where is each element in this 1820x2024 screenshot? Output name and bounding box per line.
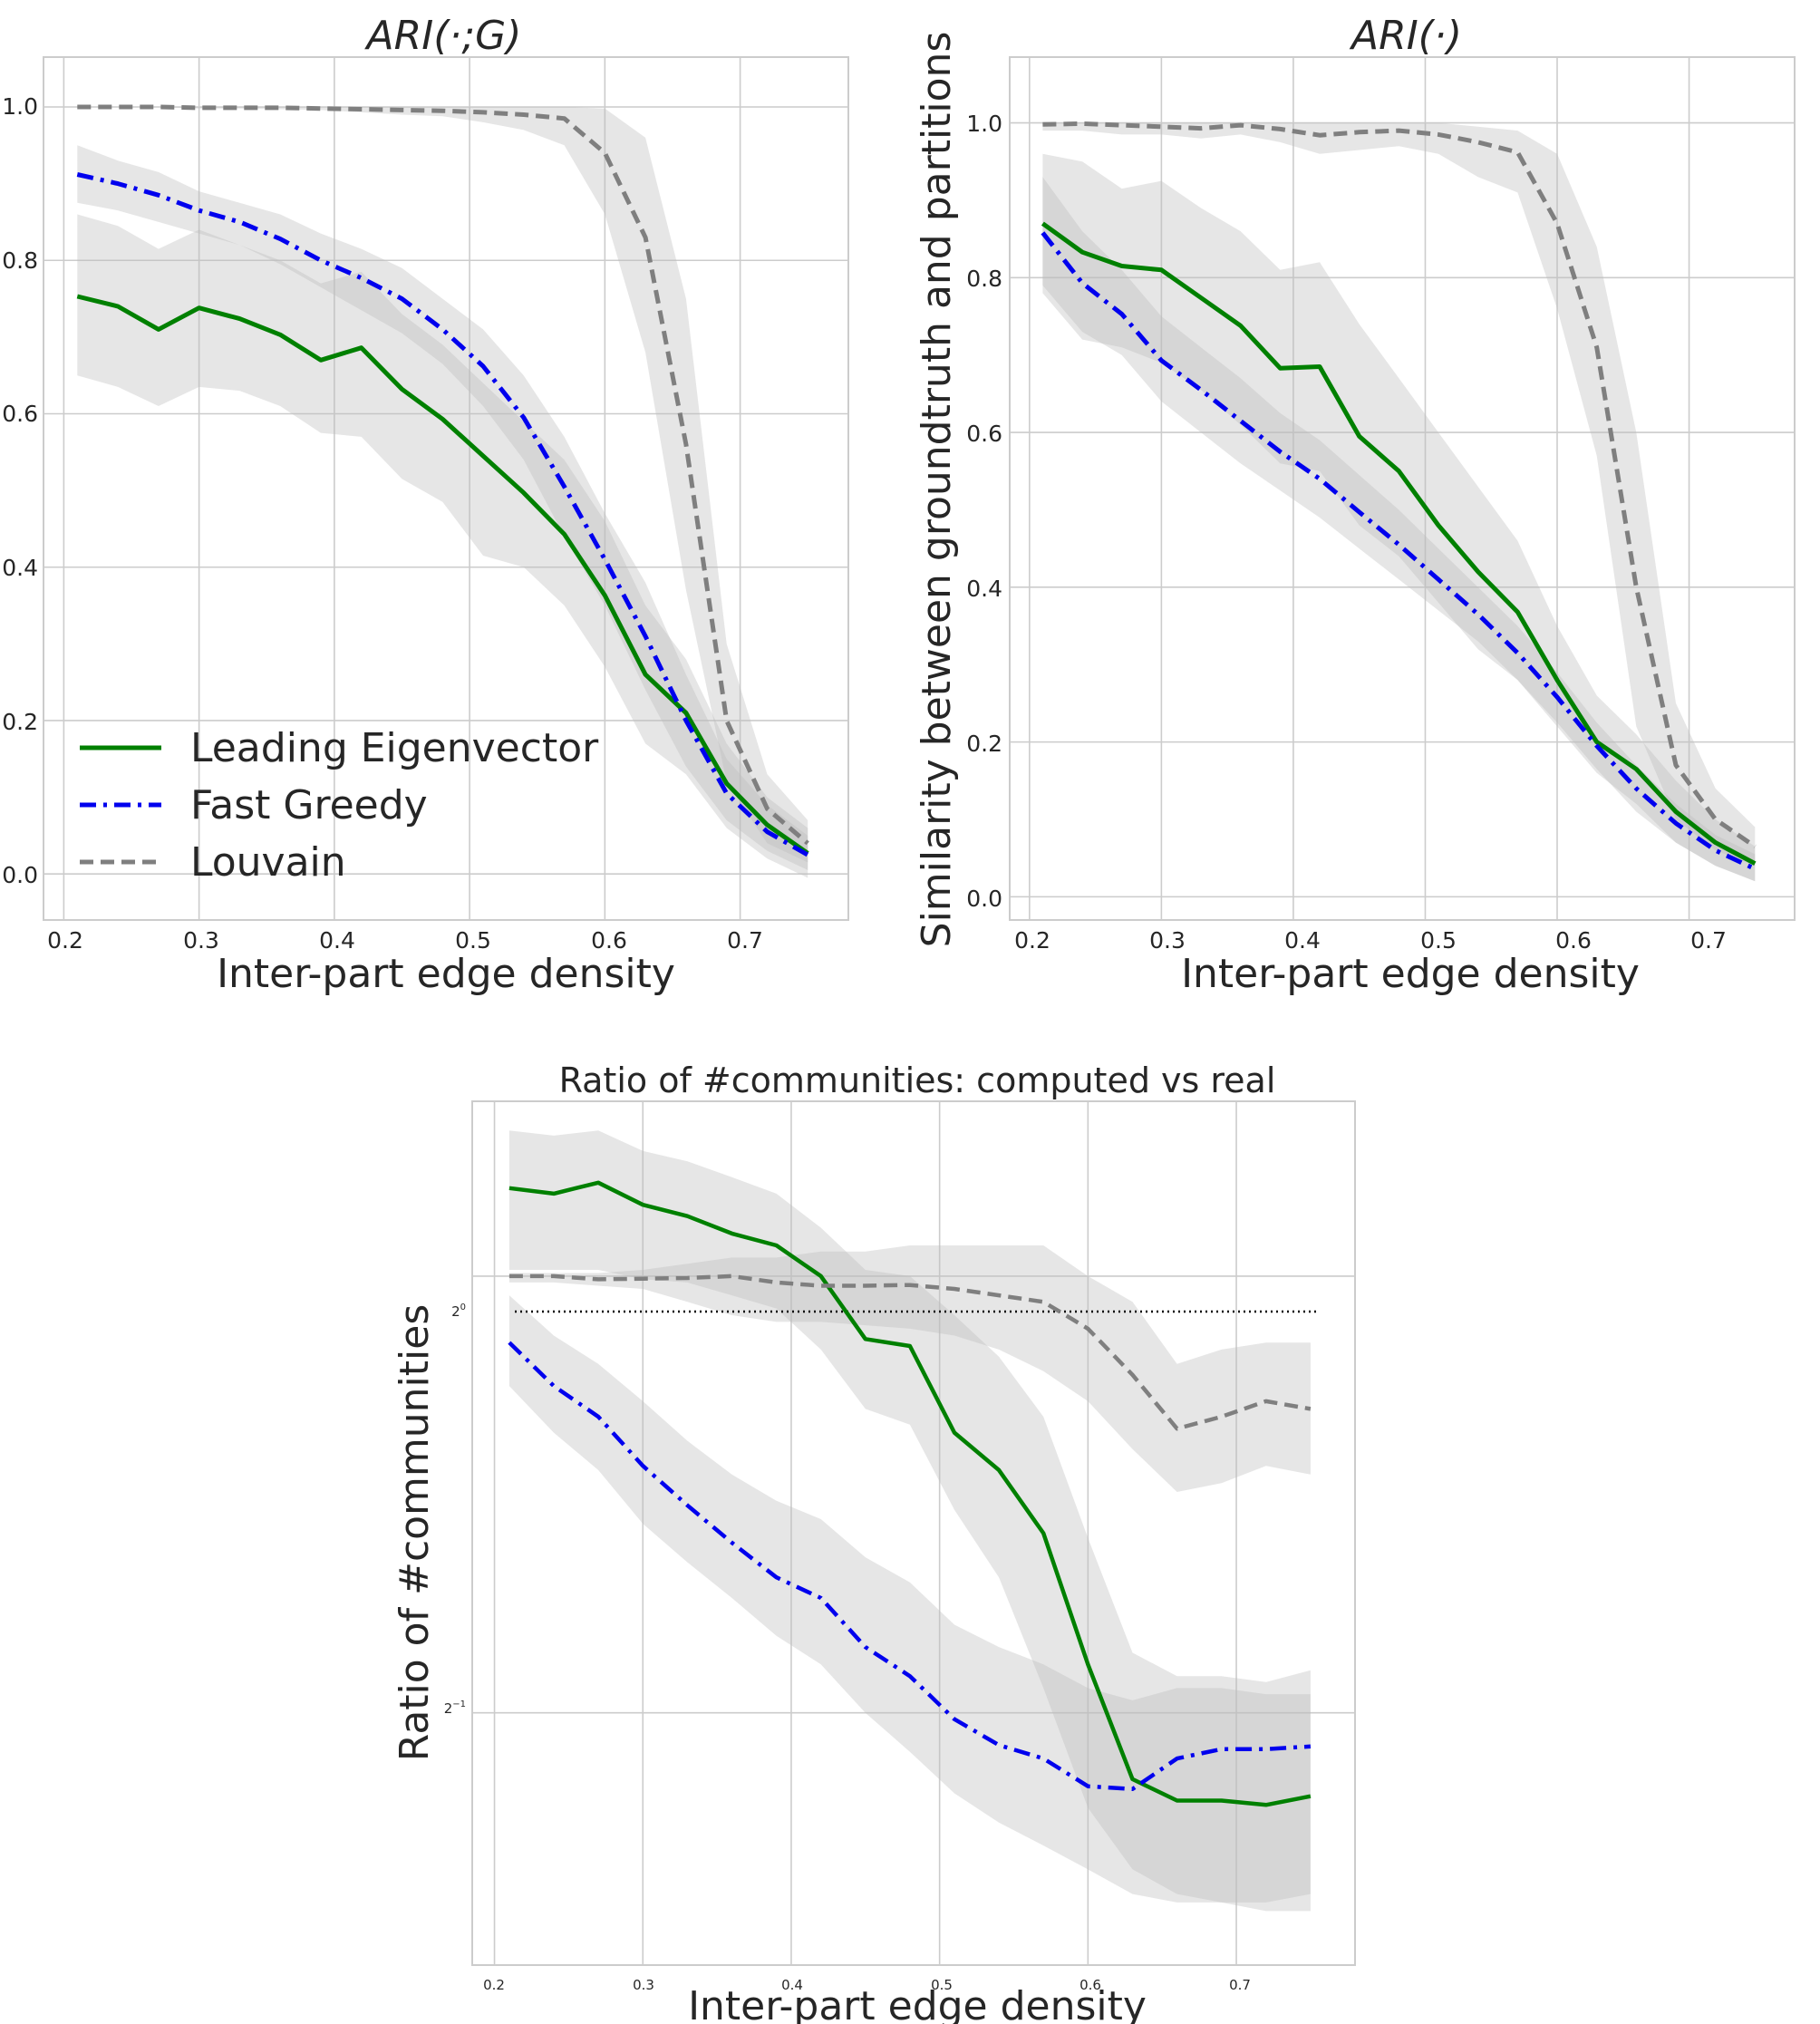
panel2-grid <box>1010 57 1795 920</box>
p2-band-fast-greedy <box>1042 177 1756 882</box>
p1-line-leading-eigenvector <box>76 294 809 856</box>
p3-ytick-2pow0: 20 <box>451 1303 466 1320</box>
panel3-grid <box>472 1101 1355 1965</box>
p1-band-fast-greedy <box>77 145 808 871</box>
legend-label-fast-greedy: Fast Greedy <box>190 782 428 828</box>
p1-xtick: 0.3 <box>183 927 219 954</box>
p1-line-louvain <box>77 104 809 846</box>
p3-xtick: 0.3 <box>633 1977 654 1993</box>
panel3-y-ticks: 20 2−1 <box>444 1303 466 1717</box>
legend: Leading Eigenvector Fast Greedy Louvain <box>80 725 599 886</box>
panel3-ylabel: Ratio of #communities <box>392 1304 438 1762</box>
p3-xtick: 0.5 <box>931 1977 953 1993</box>
panel2-bands <box>1042 122 1756 882</box>
panel2-x-ticks: 0.2 0.3 0.4 0.5 0.6 0.7 <box>1014 927 1727 954</box>
panel3-frame <box>471 1100 1356 1966</box>
p1-line-fast-greedy <box>76 172 809 857</box>
p1-ytick: 0.2 <box>2 709 38 735</box>
p1-ytick: 1.0 <box>2 93 38 120</box>
p2-line-fast-greedy <box>1041 231 1757 871</box>
panel2-xlabel: Inter-part edge density <box>1181 951 1640 997</box>
p2-ytick: 0.2 <box>966 731 1002 757</box>
p3-xtick: 0.6 <box>1079 1977 1101 1993</box>
p1-ytick: 0.4 <box>2 555 38 581</box>
p2-xtick: 0.2 <box>1014 927 1050 954</box>
panel1-frame <box>43 56 849 921</box>
panel-ari-g: ARI(·;G) 0.2 0.3 0.4 0.5 0.6 0.7 0.0 0.2… <box>2 13 849 997</box>
p1-ytick: 0.0 <box>2 862 38 888</box>
panel3-lines <box>508 1180 1312 1807</box>
p2-ytick: 0.8 <box>966 266 1002 292</box>
p3-band-leading-eigenvector <box>508 1130 1311 1903</box>
p1-ytick: 0.8 <box>2 247 38 274</box>
panel1-x-ticks: 0.2 0.3 0.4 0.5 0.6 0.7 <box>47 927 763 954</box>
p2-ytick: 0.0 <box>966 886 1002 912</box>
p2-ytick: 1.0 <box>966 111 1002 137</box>
p3-xtick: 0.7 <box>1229 1977 1251 1993</box>
panel1-bands <box>77 107 808 878</box>
p1-xtick: 0.6 <box>591 927 627 954</box>
p2-ytick: 0.4 <box>966 576 1002 602</box>
p3-band-louvain <box>508 1245 1311 1492</box>
panel2-frame <box>1009 56 1796 921</box>
panel1-xlabel: Inter-part edge density <box>217 951 675 997</box>
p1-band-louvain <box>77 107 808 863</box>
p3-ytick-exp: 0 <box>460 1303 466 1312</box>
p3-line-louvain <box>508 1273 1312 1431</box>
p1-xtick: 0.7 <box>727 927 763 954</box>
p1-xtick: 0.4 <box>319 927 355 954</box>
panel2-title: ARI(·) <box>1349 13 1462 59</box>
p3-ytick-2pow-1: 2−1 <box>444 1700 466 1717</box>
p2-ytick: 0.6 <box>966 421 1002 447</box>
panel1-title: ARI(·;G) <box>364 13 522 59</box>
legend-label-leading-eigenvector: Leading Eigenvector <box>190 725 599 771</box>
p3-xtick: 0.4 <box>781 1977 803 1993</box>
p2-line-leading-eigenvector <box>1041 221 1757 866</box>
p1-ytick: 0.6 <box>2 401 38 427</box>
p3-line-fast-greedy <box>508 1341 1312 1792</box>
panel1-y-ticks: 0.0 0.2 0.4 0.6 0.8 1.0 <box>2 93 38 888</box>
panel-ari: ARI(·) 0.2 0.3 0.4 0.5 0.6 0.7 0.0 0.2 0… <box>914 13 1796 997</box>
panel3-bands <box>508 1130 1311 1912</box>
p3-band-fast-greedy <box>508 1295 1311 1912</box>
p3-ytick-base: 2 <box>451 1303 460 1320</box>
p1-band-leading-eigenvector <box>77 214 808 878</box>
p2-xtick: 0.4 <box>1284 927 1321 954</box>
panel-ratio: Ratio of #communities: computed vs real … <box>392 1060 1356 2024</box>
panel3-xlabel: Inter-part edge density <box>688 1983 1147 2024</box>
panel2-y-ticks: 0.0 0.2 0.4 0.6 0.8 1.0 <box>966 111 1002 912</box>
p2-xtick: 0.6 <box>1555 927 1592 954</box>
p2-line-louvain <box>1042 121 1757 848</box>
panel1-lines <box>76 104 809 857</box>
p1-xtick: 0.2 <box>47 927 83 954</box>
p3-ytick-base: 2 <box>444 1700 453 1717</box>
p3-xtick: 0.2 <box>483 1977 505 1993</box>
legend-label-louvain: Louvain <box>190 839 346 886</box>
p3-ytick-exp: −1 <box>452 1700 466 1709</box>
p2-band-louvain <box>1042 122 1756 867</box>
panel3-x-ticks: 0.2 0.3 0.4 0.5 0.6 0.7 <box>483 1977 1251 1993</box>
p2-xtick: 0.5 <box>1420 927 1457 954</box>
p2-xtick: 0.7 <box>1690 927 1727 954</box>
p1-xtick: 0.5 <box>455 927 491 954</box>
panel3-title: Ratio of #communities: computed vs real <box>559 1060 1276 1100</box>
p2-xtick: 0.3 <box>1149 927 1186 954</box>
panel2-lines <box>1041 121 1757 871</box>
panel2-ylabel: Similarity between groundtruth and parti… <box>914 32 960 948</box>
p3-line-leading-eigenvector <box>508 1180 1312 1807</box>
panel1-grid <box>44 57 848 920</box>
p2-band-leading-eigenvector <box>1042 153 1756 882</box>
